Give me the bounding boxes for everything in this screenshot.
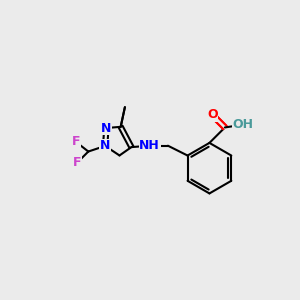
Text: F: F bbox=[73, 156, 81, 169]
Text: O: O bbox=[207, 108, 217, 121]
Text: N: N bbox=[101, 122, 112, 134]
Text: N: N bbox=[100, 140, 110, 152]
Text: NH: NH bbox=[139, 139, 160, 152]
Text: F: F bbox=[71, 135, 80, 148]
Text: OH: OH bbox=[232, 118, 254, 131]
